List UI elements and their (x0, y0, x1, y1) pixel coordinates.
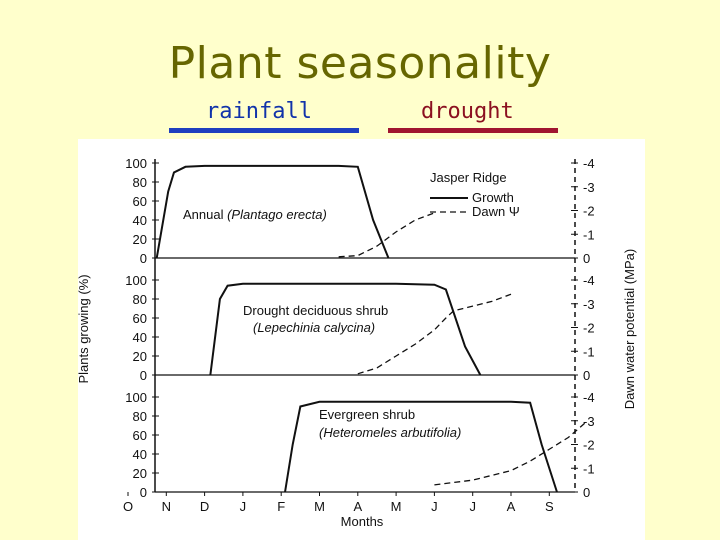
x-tick-label: M (391, 499, 402, 514)
panel-species: (Heteromeles arbutifolia) (319, 425, 461, 440)
right-tick-label: -1 (583, 344, 595, 359)
x-tick-label: A (353, 499, 362, 514)
left-tick-label: 80 (133, 292, 147, 307)
dawn-psi-line (434, 420, 589, 486)
left-tick-label: 20 (133, 232, 147, 247)
right-tick-label: -2 (583, 438, 595, 453)
right-tick-label: -2 (583, 204, 595, 219)
x-tick-label: S (545, 499, 554, 514)
right-tick-label: -1 (583, 227, 595, 242)
dawn-psi-line (357, 293, 512, 375)
left-tick-label: 60 (133, 311, 147, 326)
x-tick-label: J (240, 499, 247, 514)
panel-species: (Lepechinia calycina) (253, 320, 375, 335)
left-tick-label: 0 (140, 485, 147, 500)
x-tick-label: N (162, 499, 171, 514)
y-axis-label-left: Plants growing (%) (78, 274, 91, 383)
left-tick-label: 40 (133, 213, 147, 228)
left-tick-label: 100 (125, 390, 147, 405)
right-tick-label: 0 (583, 368, 590, 383)
x-tick-label: F (277, 499, 285, 514)
rainfall-label: rainfall (206, 99, 312, 124)
legend-dawn-label: Dawn Ψ (472, 204, 520, 219)
left-tick-label: 40 (133, 330, 147, 345)
left-tick-label: 100 (125, 156, 147, 171)
left-tick-label: 60 (133, 194, 147, 209)
panel-label: Evergreen shrub (319, 407, 415, 422)
growth-line (284, 400, 558, 493)
x-tick-label: J (431, 499, 438, 514)
right-tick-label: -4 (583, 390, 595, 405)
chart-site-title: Jasper Ridge (430, 170, 507, 185)
x-axis-label: Months (341, 514, 384, 529)
growth-line (209, 282, 482, 376)
right-tick-label: -4 (583, 156, 595, 171)
left-tick-label: 80 (133, 409, 147, 424)
panel-label-annual: Annual (Plantago erecta) (183, 207, 327, 222)
x-tick-label: J (469, 499, 476, 514)
slide-title: Plant seasonality (168, 38, 552, 89)
right-tick-label: 0 (583, 485, 590, 500)
left-tick-label: 0 (140, 368, 147, 383)
x-tick-label: O (123, 499, 133, 514)
drought-label: drought (421, 99, 514, 124)
right-tick-label: -3 (583, 414, 595, 429)
right-tick-label: -2 (583, 321, 595, 336)
panel-label: Drought deciduous shrub (243, 303, 388, 318)
x-tick-label: D (200, 499, 209, 514)
legend-growth-label: Growth (472, 190, 514, 205)
left-tick-label: 20 (133, 466, 147, 481)
left-tick-label: 100 (125, 273, 147, 288)
right-tick-label: -3 (583, 180, 595, 195)
right-tick-label: -4 (583, 273, 595, 288)
chart-figure: 0 20 40 60 80 100 0 -1 -2 -3 -4 0 20 40 60 80 100 0 -1 -2 -3… (78, 139, 645, 540)
right-tick-label: -1 (583, 461, 595, 476)
left-tick-label: 60 (133, 428, 147, 443)
x-tick-label: M (314, 499, 325, 514)
x-tick-label: A (507, 499, 516, 514)
dawn-psi-line (338, 212, 435, 258)
growth-line (155, 164, 390, 259)
drought-bar (388, 128, 558, 133)
left-tick-label: 20 (133, 349, 147, 364)
left-tick-label: 0 (140, 251, 147, 266)
left-tick-label: 40 (133, 447, 147, 462)
rainfall-bar (169, 128, 359, 133)
seasonality-chart: 0 20 40 60 80 100 0 -1 -2 -3 -4 0 20 40 60 80 100 0 -1 -2 -3… (78, 156, 637, 529)
left-tick-label: 80 (133, 175, 147, 190)
right-tick-label: 0 (583, 251, 590, 266)
y-axis-label-right: Dawn water potential (MPa) (622, 249, 637, 409)
right-tick-label: -3 (583, 297, 595, 312)
